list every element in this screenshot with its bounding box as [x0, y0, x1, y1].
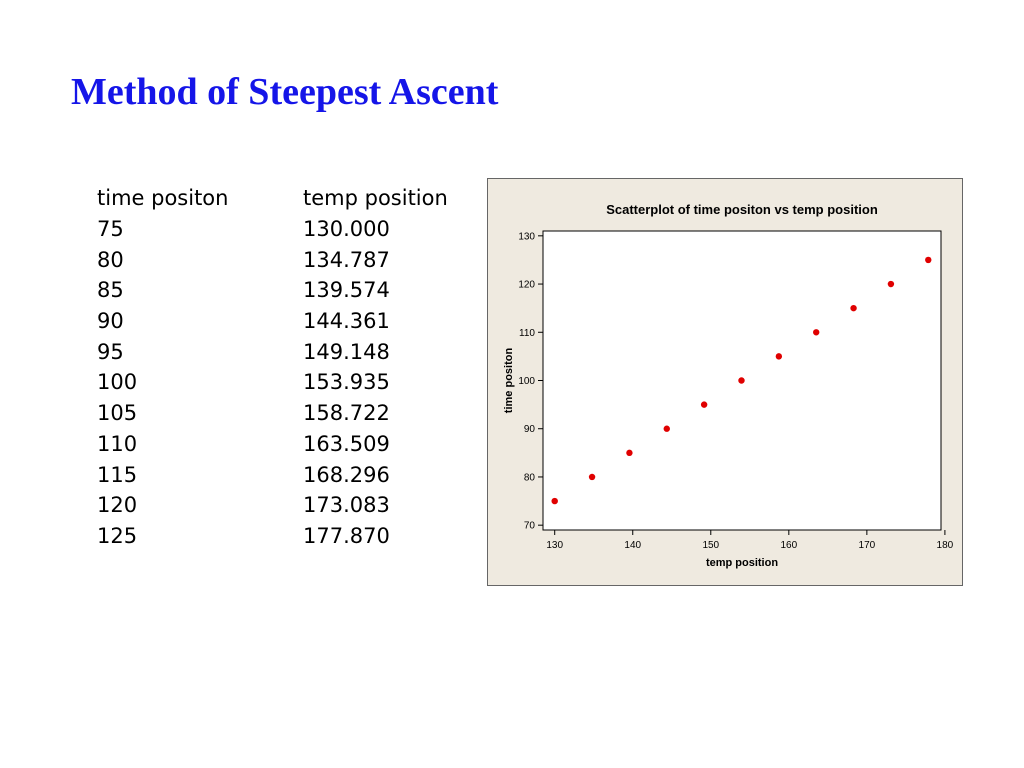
scatter-point: [588, 473, 596, 481]
data-points: [551, 256, 932, 505]
x-tick-label: 130: [546, 540, 563, 551]
y-tick-label: 100: [518, 376, 535, 387]
cell-time-position: 100: [97, 370, 138, 395]
cell-time-position: 90: [97, 309, 124, 334]
scatter-point: [813, 329, 820, 336]
x-tick-label: 140: [624, 540, 641, 551]
cell-time-position: 95: [97, 339, 124, 364]
scatterplot-chart: 130 140 150 160 170 180 70 80 90 100 110 120 130 Sca…: [503, 202, 954, 569]
cell-time-position: 110: [97, 431, 138, 456]
chart-title: Scatterplot of time positon vs temp posi…: [606, 202, 878, 217]
table-row: 115 168.296: [97, 459, 448, 490]
table-row: 100 153.935: [97, 367, 448, 398]
y-tick-label: 80: [524, 472, 536, 483]
scatter-point: [626, 449, 633, 457]
scatter-point: [887, 280, 895, 288]
table-row: 85 139.574: [97, 275, 448, 306]
cell-time-position: 85: [97, 278, 124, 303]
table-row: 125 177.870: [97, 521, 448, 552]
cell-time-position: 115: [97, 462, 138, 487]
scatter-point: [738, 377, 745, 384]
table-row: 95 149.148: [97, 336, 448, 367]
cell-temp-position: 139.574: [303, 278, 390, 303]
y-axis-label: time positon: [503, 348, 515, 414]
y-tick-label: 70: [524, 521, 536, 532]
table-header-row: time positon temp position: [97, 183, 448, 214]
cell-temp-position: 144.361: [303, 309, 390, 334]
cell-temp-position: 149.148: [303, 339, 390, 364]
cell-temp-position: 168.296: [303, 462, 390, 487]
cell-time-position: 125: [97, 523, 138, 548]
y-tick-label: 110: [519, 328, 535, 339]
cell-temp-position: 173.083: [303, 493, 390, 518]
column-header-temp: temp position: [303, 186, 448, 211]
table-row: 90 144.361: [97, 306, 448, 337]
table-row: 110 163.509: [97, 429, 448, 460]
y-tick-label: 130: [518, 231, 535, 242]
cell-time-position: 120: [97, 493, 138, 518]
cell-time-position: 80: [97, 247, 124, 272]
table-row: 105 158.722: [97, 398, 448, 429]
x-tick-label: 180: [937, 540, 954, 551]
cell-temp-position: 158.722: [303, 401, 390, 426]
scatter-point: [663, 425, 670, 432]
table-row: 75 130.000: [97, 214, 448, 245]
cell-time-position: 75: [97, 217, 124, 242]
cell-temp-position: 153.935: [303, 370, 390, 395]
scatter-point: [551, 497, 558, 505]
table-row: 80 134.787: [97, 244, 448, 275]
scatter-point: [925, 256, 932, 264]
y-tick-label: 120: [518, 280, 535, 291]
x-tick-label: 150: [702, 540, 719, 551]
cell-temp-position: 134.787: [303, 247, 390, 272]
data-table: time positon temp position 75 130.000 80 13…: [97, 183, 448, 551]
column-header-time: time positon: [97, 186, 229, 211]
table-row: 120 173.083: [97, 490, 448, 521]
x-tick-label: 170: [859, 540, 876, 551]
slide-title: Method of Steepest Ascent: [71, 71, 499, 113]
x-axis-label: temp position: [706, 557, 778, 569]
scatterplot-panel: 130 140 150 160 170 180 70 80 90 100 110 120 130 Sca…: [487, 178, 963, 586]
scatter-point: [850, 304, 857, 312]
axes: 130 140 150 160 170 180 70 80 90 100 110 120 130: [518, 231, 953, 551]
y-tick-label: 90: [524, 424, 536, 435]
table-body: 75 130.000 80 134.787 85 139.574 90 144.361 95 14…: [97, 214, 448, 552]
scatter-point: [775, 353, 783, 360]
cell-temp-position: 130.000: [303, 217, 390, 242]
cell-temp-position: 163.509: [303, 431, 390, 456]
cell-temp-position: 177.870: [303, 523, 390, 548]
scatter-point: [700, 401, 708, 408]
x-tick-label: 160: [780, 540, 797, 551]
cell-time-position: 105: [97, 401, 138, 426]
